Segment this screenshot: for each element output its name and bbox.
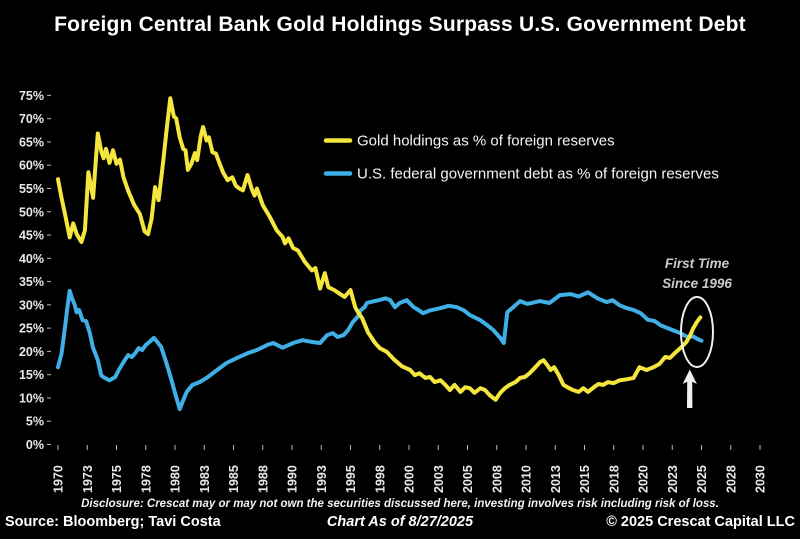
- x-tick-label: 1983: [198, 465, 212, 493]
- x-tick-label: 1985: [227, 465, 241, 493]
- x-tick-label: 2028: [724, 465, 738, 493]
- y-tick-label: 0%: [26, 438, 44, 452]
- y-tick-label: 25%: [19, 322, 44, 336]
- y-tick-label: 10%: [19, 391, 44, 405]
- y-tick-label: 40%: [19, 252, 44, 266]
- x-tick-label: 2025: [695, 465, 709, 493]
- debt-series-polyline: [56, 288, 704, 412]
- x-tick-label: 1988: [256, 465, 270, 493]
- y-tick-label: 65%: [19, 135, 44, 149]
- y-axis: 0% 5% 10% 15% 20% 25% 30% 35% 40% 45% 50% 55% 60% 65%…: [19, 89, 51, 452]
- x-tick-label: 2008: [490, 465, 504, 493]
- x-tick-label: 1998: [373, 465, 387, 493]
- x-tick-label: 1980: [169, 465, 183, 493]
- x-tick-label: 1970: [52, 465, 66, 493]
- legend: Gold holdings as % of foreign reserves U…: [323, 133, 719, 183]
- page-title: Foreign Central Bank Gold Holdings Surpa…: [54, 13, 746, 36]
- x-tick-label: 1995: [344, 465, 358, 493]
- x-tick-label: 2015: [578, 465, 592, 493]
- annotation-line1: First Time: [665, 256, 730, 271]
- x-tick-label: 2013: [549, 465, 563, 493]
- gold-line-series: [56, 96, 703, 402]
- x-tick-label: 1990: [286, 465, 300, 493]
- x-tick-label: 2020: [637, 465, 651, 493]
- x-tick-label: 2030: [754, 465, 768, 493]
- x-tick-label: 2003: [432, 465, 446, 493]
- crossover-ellipse: [680, 296, 714, 368]
- x-tick-label: 1973: [81, 465, 95, 493]
- x-tick-label: 2018: [607, 465, 621, 493]
- x-tick-label: 2005: [461, 465, 475, 493]
- source-text: Source: Bloomberg; Tavi Costa: [5, 514, 221, 530]
- y-tick-label: 35%: [19, 275, 44, 289]
- y-tick-label: 45%: [19, 229, 44, 243]
- x-tick-label: 1993: [315, 465, 329, 493]
- y-tick-label: 75%: [19, 89, 44, 103]
- annotation-line2: Since 1996: [662, 276, 732, 291]
- x-tick-label: 2023: [666, 465, 680, 493]
- y-tick-label: 5%: [26, 415, 44, 429]
- disclosure-text: Disclosure: Crescat may or may not own t…: [81, 498, 719, 510]
- gold-legend-label: Gold holdings as % of foreign reserves: [357, 133, 615, 150]
- y-tick-label: 70%: [19, 112, 44, 126]
- x-axis: 1970 1973 1975 1978 1980 1983 1985 1988 1990 1993…: [52, 445, 768, 493]
- x-tick-label: 1978: [139, 465, 153, 493]
- annotation-first-time-since-1996: First Time Since 1996: [662, 256, 732, 408]
- x-tick-label: 2000: [403, 465, 417, 493]
- copyright-text: © 2025 Crescat Capital LLC: [606, 514, 795, 530]
- gold-series-polyline: [56, 96, 703, 402]
- y-tick-label: 15%: [19, 368, 44, 382]
- arrow-up-icon: [682, 369, 697, 408]
- debt-line-series: [56, 288, 704, 412]
- y-tick-label: 55%: [19, 182, 44, 196]
- y-tick-label: 60%: [19, 159, 44, 173]
- y-tick-label: 30%: [19, 298, 44, 312]
- x-tick-label: 2010: [520, 465, 534, 493]
- as-of-date-text: Chart As of 8/27/2025: [326, 514, 474, 530]
- x-tick-label: 1975: [110, 465, 124, 493]
- y-tick-label: 50%: [19, 205, 44, 219]
- debt-legend-label: U.S. federal government debt as % of for…: [357, 166, 719, 183]
- y-tick-label: 20%: [19, 345, 44, 359]
